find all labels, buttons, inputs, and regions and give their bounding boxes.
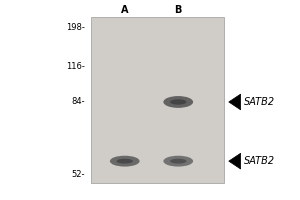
Text: SATB2: SATB2: [244, 156, 275, 166]
Polygon shape: [229, 94, 241, 110]
Text: 84-: 84-: [71, 97, 85, 106]
Ellipse shape: [164, 96, 193, 108]
Text: B: B: [175, 5, 182, 15]
Ellipse shape: [164, 156, 193, 167]
Ellipse shape: [117, 159, 133, 164]
Text: SATB2: SATB2: [244, 97, 275, 107]
Text: A: A: [121, 5, 128, 15]
Text: 116-: 116-: [66, 62, 85, 71]
Text: 52-: 52-: [71, 170, 85, 179]
Bar: [91, 17, 224, 183]
Polygon shape: [229, 153, 241, 169]
Text: 198-: 198-: [66, 23, 85, 32]
Ellipse shape: [170, 159, 186, 164]
Ellipse shape: [110, 156, 140, 167]
Ellipse shape: [170, 99, 186, 105]
